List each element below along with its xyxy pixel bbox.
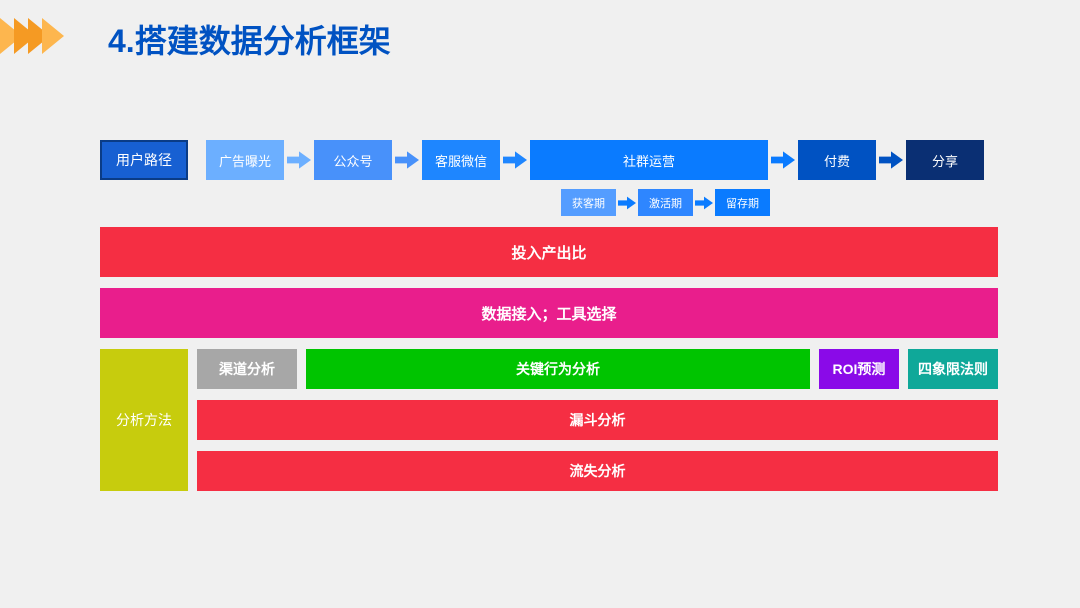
- sub-step: 获客期: [561, 189, 616, 216]
- method-item: 漏斗分析: [197, 400, 998, 440]
- header-chevrons: [0, 18, 56, 54]
- method-row: 渠道分析关键行为分析ROI预测四象限法则: [197, 349, 998, 389]
- user-path-step: 社群运营: [530, 140, 768, 180]
- page-title: 4.搭建数据分析框架: [108, 16, 391, 62]
- method-row: 流失分析: [197, 451, 998, 491]
- sub-step: 留存期: [715, 189, 770, 216]
- method-item: 关键行为分析: [306, 349, 810, 389]
- user-path-step: 分享: [906, 140, 984, 180]
- user-path-row: 用户路径广告曝光公众号客服微信社群运营付费分享: [100, 140, 998, 180]
- analysis-method-block: 分析方法渠道分析关键行为分析ROI预测四象限法则漏斗分析流失分析: [100, 349, 998, 491]
- user-path-step: 客服微信: [422, 140, 500, 180]
- arrow-right-icon: [395, 151, 419, 169]
- method-label: 分析方法: [100, 349, 188, 491]
- wide-bar-label: 数据接入；工具选择: [100, 288, 998, 338]
- method-item: ROI预测: [819, 349, 899, 389]
- user-path-step: 公众号: [314, 140, 392, 180]
- sub-step: 激活期: [638, 189, 693, 216]
- arrow-right-icon: [618, 196, 636, 210]
- method-item: 渠道分析: [197, 349, 297, 389]
- diagram-content: 用户路径广告曝光公众号客服微信社群运营付费分享 获客期激活期留存期 投入产出比数…: [100, 140, 998, 491]
- sub-steps-row: 获客期激活期留存期: [100, 189, 998, 216]
- arrow-right-icon: [771, 151, 795, 169]
- arrow-right-icon: [287, 151, 311, 169]
- wide-bar: 数据接入；工具选择: [100, 288, 998, 338]
- user-path-step: 付费: [798, 140, 876, 180]
- method-item: 四象限法则: [908, 349, 998, 389]
- arrow-right-icon: [503, 151, 527, 169]
- user-path-step: 广告曝光: [206, 140, 284, 180]
- arrow-right-icon: [879, 151, 903, 169]
- user-path-label: 用户路径: [100, 140, 188, 180]
- method-row: 漏斗分析: [197, 400, 998, 440]
- arrow-right-icon: [695, 196, 713, 210]
- wide-bar-label: 投入产出比: [100, 227, 998, 277]
- wide-bar: 投入产出比: [100, 227, 998, 277]
- method-item: 流失分析: [197, 451, 998, 491]
